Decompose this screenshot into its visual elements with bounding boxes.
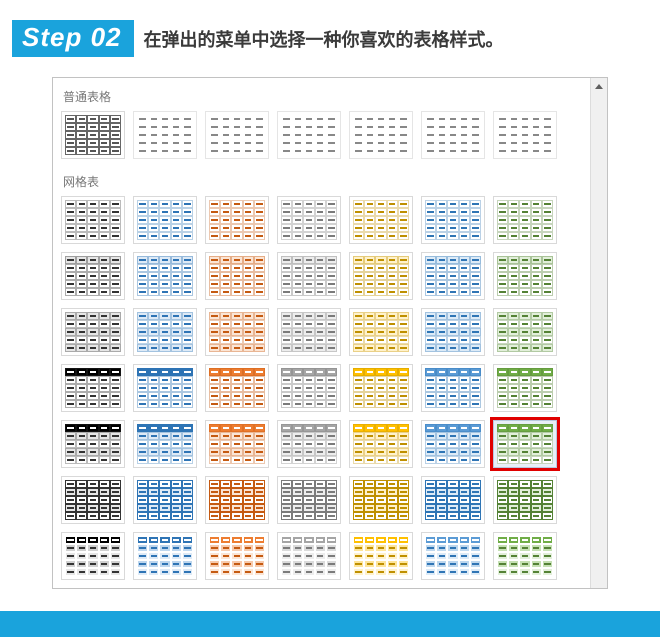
table-style-thumb[interactable] <box>493 308 557 356</box>
table-style-thumb[interactable] <box>277 252 341 300</box>
table-style-thumb[interactable] <box>421 364 485 412</box>
table-style-thumb[interactable] <box>421 420 485 468</box>
table-style-thumb[interactable] <box>277 364 341 412</box>
table-style-thumb[interactable] <box>61 420 125 468</box>
table-style-thumb[interactable] <box>133 111 197 159</box>
table-style-thumb[interactable] <box>493 420 557 468</box>
table-style-thumb[interactable] <box>277 196 341 244</box>
table-style-thumb[interactable] <box>133 196 197 244</box>
table-style-thumb[interactable] <box>493 196 557 244</box>
table-style-thumb[interactable] <box>277 532 341 580</box>
step-badge: Step 02 <box>12 20 134 57</box>
table-style-thumb[interactable] <box>493 111 557 159</box>
table-style-thumb[interactable] <box>133 476 197 524</box>
table-style-thumb[interactable] <box>421 532 485 580</box>
table-style-thumb[interactable] <box>277 308 341 356</box>
table-style-thumb[interactable] <box>421 476 485 524</box>
grid-tables-grid <box>59 196 601 588</box>
instruction-text: 在弹出的菜单中选择一种你喜欢的表格样式。 <box>144 26 504 52</box>
table-style-thumb[interactable] <box>133 308 197 356</box>
table-style-thumb[interactable] <box>277 111 341 159</box>
table-style-thumb[interactable] <box>493 364 557 412</box>
plain-tables-grid <box>59 111 601 169</box>
table-style-thumb[interactable] <box>421 308 485 356</box>
table-style-thumb[interactable] <box>61 196 125 244</box>
table-style-thumb[interactable] <box>349 420 413 468</box>
table-style-thumb[interactable] <box>277 476 341 524</box>
category-plain-tables: 普通表格 <box>59 84 601 111</box>
table-style-thumb[interactable] <box>205 308 269 356</box>
table-style-thumb[interactable] <box>205 420 269 468</box>
table-style-thumb[interactable] <box>205 532 269 580</box>
table-style-thumb[interactable] <box>421 111 485 159</box>
table-style-thumb[interactable] <box>349 252 413 300</box>
table-style-thumb[interactable] <box>205 196 269 244</box>
footer-bar <box>0 611 660 637</box>
table-style-thumb[interactable] <box>133 364 197 412</box>
table-style-thumb[interactable] <box>133 420 197 468</box>
table-style-thumb[interactable] <box>133 532 197 580</box>
table-style-thumb[interactable] <box>61 532 125 580</box>
table-style-thumb[interactable] <box>349 111 413 159</box>
tutorial-header: Step 02 在弹出的菜单中选择一种你喜欢的表格样式。 <box>0 0 660 77</box>
table-style-thumb[interactable] <box>349 196 413 244</box>
table-style-thumb[interactable] <box>205 111 269 159</box>
table-style-thumb[interactable] <box>61 308 125 356</box>
table-style-thumb[interactable] <box>133 252 197 300</box>
table-style-thumb[interactable] <box>493 532 557 580</box>
table-style-thumb[interactable] <box>61 476 125 524</box>
table-style-thumb[interactable] <box>421 252 485 300</box>
table-style-thumb[interactable] <box>61 252 125 300</box>
table-style-thumb[interactable] <box>277 420 341 468</box>
table-style-thumb[interactable] <box>61 111 125 159</box>
category-grid-tables: 网格表 <box>59 169 601 196</box>
table-style-thumb[interactable] <box>205 364 269 412</box>
table-style-thumb[interactable] <box>349 364 413 412</box>
table-style-thumb[interactable] <box>205 476 269 524</box>
table-style-thumb[interactable] <box>349 308 413 356</box>
table-style-thumb[interactable] <box>349 532 413 580</box>
scrollbar[interactable] <box>590 78 607 588</box>
table-style-thumb[interactable] <box>493 476 557 524</box>
scroll-up-button[interactable] <box>591 78 607 95</box>
table-style-thumb[interactable] <box>205 252 269 300</box>
table-style-gallery: 普通表格 网格表 <box>52 77 608 589</box>
table-style-thumb[interactable] <box>421 196 485 244</box>
table-style-thumb[interactable] <box>349 476 413 524</box>
table-style-thumb[interactable] <box>493 252 557 300</box>
table-style-thumb[interactable] <box>61 364 125 412</box>
